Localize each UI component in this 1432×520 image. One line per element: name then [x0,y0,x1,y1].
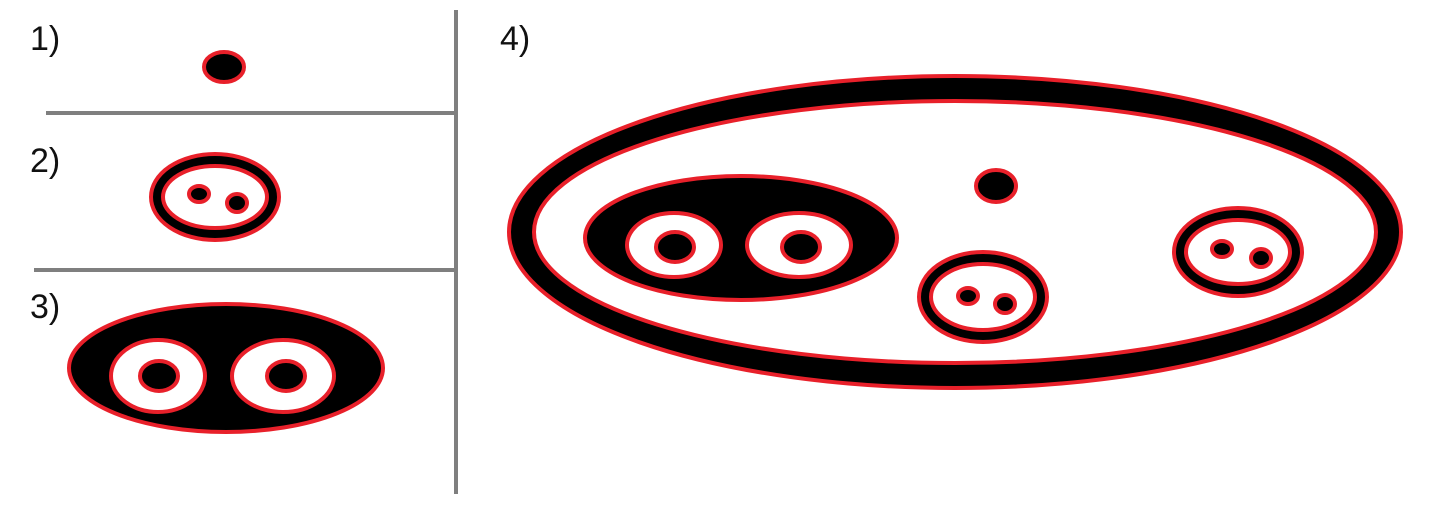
p2-inner-hole [161,164,269,230]
p2-blob-b [225,192,249,214]
panel-3-figure [67,302,385,434]
p4-ring-right-blob-a [1210,239,1234,259]
panel-dividers [34,10,458,494]
panel-label-3: 3) [30,288,60,326]
p4-ring-center-blob-b [993,293,1017,315]
panel-4-figure [507,74,1403,390]
p4-small-blob [974,168,1018,204]
panel-label-4: 4) [500,20,530,58]
p3-pupil-right [265,359,307,393]
p3-pupil-left [138,359,180,393]
p2-blob-a [187,184,211,204]
panel-label-2: 2) [30,142,60,180]
p4-eye-pupil-right [780,230,822,264]
panel-2-figure [149,152,281,242]
p1-blob [202,50,246,84]
panel-1-figure [202,50,246,84]
panel-label-1: 1) [30,20,60,58]
p4-ring-right-blob-b [1249,247,1273,269]
p4-ring-right-inner [1184,218,1292,286]
p4-ring-center-inner [929,262,1037,332]
p4-eye-pupil-left [654,230,696,264]
p4-ring-center-blob-a [956,286,980,306]
